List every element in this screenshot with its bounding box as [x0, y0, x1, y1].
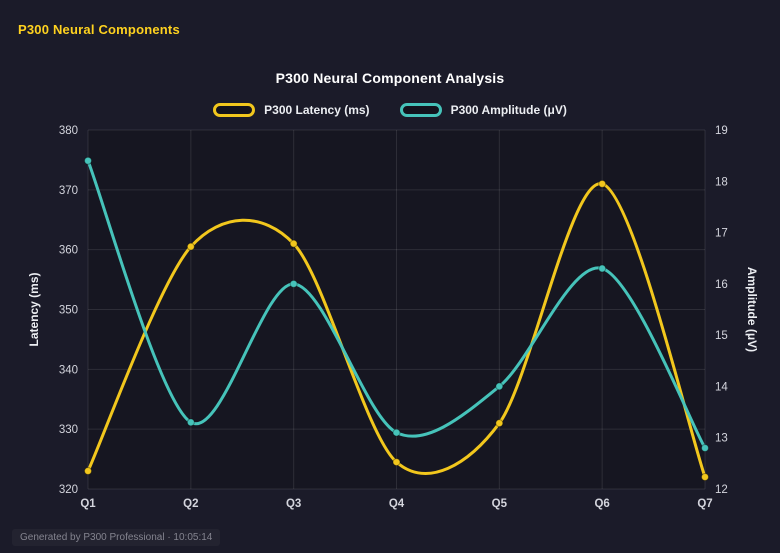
data-point-amplitude[interactable] [392, 428, 401, 437]
data-point-latency[interactable] [701, 473, 709, 482]
legend-item-amplitude[interactable]: P300 Amplitude (μV) [399, 103, 567, 117]
data-point-amplitude[interactable] [495, 382, 504, 391]
legend-item-latency[interactable]: P300 Latency (ms) [213, 103, 370, 117]
legend-item-label: P300 Latency (ms) [264, 103, 370, 117]
x-axis-tick-label: Q2 [183, 498, 198, 510]
left-axis-tick-label: 380 [59, 125, 78, 137]
x-axis-tick-label: Q4 [389, 498, 405, 510]
data-point-latency[interactable] [392, 458, 401, 467]
data-point-latency[interactable] [495, 419, 504, 428]
footer-status: Generated by P300 Professional · 10:05:1… [12, 529, 220, 546]
right-axis-tick-label: 15 [715, 330, 728, 342]
data-point-amplitude[interactable] [598, 264, 607, 273]
left-axis-tick-label: 330 [59, 424, 78, 436]
left-axis-tick-label: 320 [59, 484, 78, 496]
data-point-amplitude[interactable] [84, 156, 92, 165]
amplitude-series-swatch-icon [399, 103, 442, 117]
right-axis-tick-label: 18 [715, 176, 728, 188]
data-point-amplitude[interactable] [289, 279, 298, 288]
left-axis-tick-label: 350 [59, 305, 78, 317]
data-point-latency[interactable] [84, 467, 92, 476]
left-axis-tick-label: 340 [59, 364, 78, 376]
left-axis-tick-label: 360 [59, 245, 78, 257]
left-axis-title: Latency (ms) [27, 272, 41, 346]
chart-legend: P300 Latency (ms) P300 Amplitude (μV) [0, 103, 780, 117]
data-point-amplitude[interactable] [186, 418, 195, 427]
x-axis-tick-label: Q6 [594, 498, 609, 510]
right-axis-tick-label: 12 [715, 484, 728, 496]
data-point-latency[interactable] [186, 242, 195, 251]
chart-title: P300 Neural Component Analysis [275, 70, 505, 86]
data-point-latency[interactable] [598, 179, 607, 188]
right-axis-tick-label: 19 [715, 125, 728, 137]
data-point-latency[interactable] [289, 239, 298, 248]
right-axis-tick-label: 13 [715, 433, 728, 445]
data-point-amplitude[interactable] [701, 443, 709, 452]
left-axis-tick-label: 370 [59, 185, 78, 197]
latency-series-swatch-icon [213, 103, 256, 117]
x-axis-tick-label: Q7 [697, 498, 712, 510]
right-axis-title: Amplitude (μV) [745, 267, 759, 352]
right-axis-tick-label: 14 [715, 381, 728, 393]
x-axis-tick-label: Q5 [492, 498, 508, 510]
x-axis-tick-label: Q3 [286, 498, 301, 510]
app-title: P300 Neural Components [18, 22, 180, 37]
right-axis-tick-label: 17 [715, 228, 728, 240]
x-axis-tick-label: Q1 [80, 498, 96, 510]
legend-item-label: P300 Amplitude (μV) [450, 103, 567, 117]
right-axis-tick-label: 16 [715, 279, 728, 291]
